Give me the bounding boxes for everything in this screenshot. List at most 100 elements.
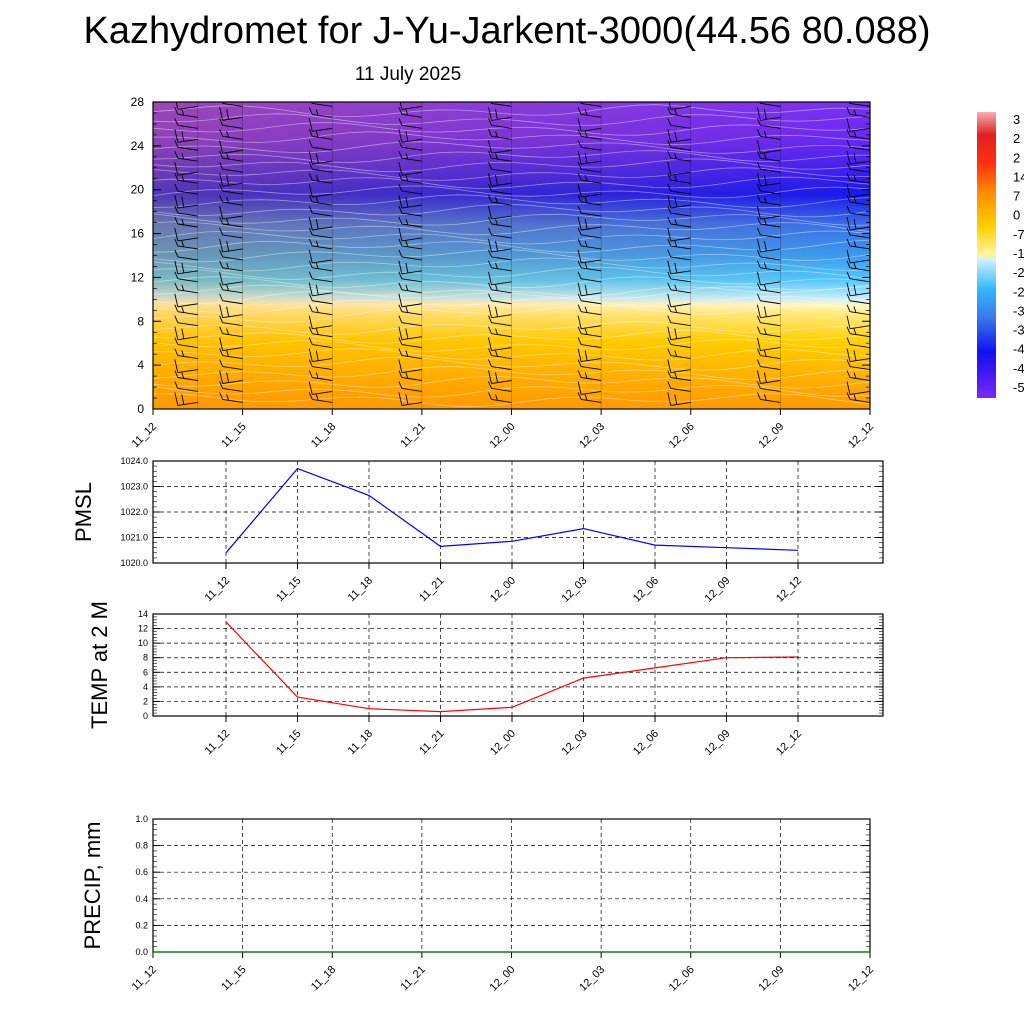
wind-barb-feather (577, 271, 582, 279)
wind-barb-feather (174, 227, 179, 242)
wind-barb-feather (219, 173, 224, 187)
wind-barb-feather (674, 174, 678, 182)
wind-barb-shaft (581, 113, 602, 118)
wind-barb-feather (308, 348, 313, 362)
wind-barb-shaft (401, 270, 422, 275)
wind-barb-feather (577, 183, 582, 198)
wind-barb-shaft (222, 281, 243, 286)
wind-barb-feather (495, 372, 498, 383)
wind-barb-feather (219, 348, 224, 356)
wind-barb-feather (584, 153, 588, 164)
wind-barb-shaft (401, 157, 422, 162)
x-tick-label: 11_21 (398, 421, 428, 451)
wind-barb-shaft (177, 270, 198, 275)
wind-barb-shaft (312, 358, 333, 363)
wind-barb-feather (226, 306, 230, 317)
wind-barb-shaft (760, 366, 781, 370)
wind-barb-shaft (760, 248, 781, 253)
wind-barb-feather (219, 381, 224, 389)
wind-barb-feather (398, 140, 403, 148)
wind-barb-shaft (177, 303, 198, 308)
wind-barb-feather (892, 305, 895, 312)
x-tick-label: 12_12 (846, 421, 876, 451)
wind-barb-shaft (177, 322, 198, 327)
colorbar-label: 0 (1013, 208, 1020, 223)
wind-barb-feather (899, 109, 901, 115)
x-tick-label: 11_18 (309, 421, 339, 451)
wind-barb-shaft (760, 347, 781, 352)
wind-barb-feather (577, 216, 582, 231)
wind-barb-feather (174, 183, 179, 192)
wind-barb-feather (756, 304, 761, 318)
wind-barb-shaft (312, 113, 333, 118)
wind-barb-feather (667, 271, 672, 279)
wind-barb-feather (308, 183, 313, 198)
contour-line (153, 221, 870, 236)
wind-barb-shaft (581, 201, 602, 206)
colorbar-label: 14 (1013, 169, 1024, 184)
wind-barb-shaft (222, 223, 243, 228)
wind-barb-feather (899, 197, 901, 207)
wind-barb-shaft (177, 311, 198, 316)
wind-barb-shaft (581, 267, 602, 272)
wind-barb-feather (846, 370, 851, 378)
y-tick-label: 1020.0 (120, 558, 148, 568)
wind-barb-feather (577, 348, 582, 362)
wind-barb-shaft (312, 292, 333, 297)
wind-barb-feather (892, 250, 895, 257)
wind-barb-feather (853, 394, 857, 401)
wind-barb-feather (488, 293, 492, 301)
wind-barb-shaft (849, 245, 870, 250)
wind-barb-feather (899, 372, 901, 378)
contour-line (153, 384, 870, 398)
wind-barb-shaft (670, 278, 691, 283)
wind-barb-feather (398, 337, 403, 345)
wind-barb-shaft (222, 135, 243, 140)
wind-barb-shaft (581, 212, 602, 217)
wind-barb-shaft (222, 300, 243, 305)
x-tick-label: 12_06 (631, 728, 661, 758)
wind-barb-shaft (312, 168, 333, 173)
contour-line (153, 348, 870, 361)
x-tick-label: 11_12 (130, 964, 160, 994)
wind-barb-feather (892, 272, 895, 279)
wind-barb-shaft (670, 377, 691, 381)
wind-barb-feather (667, 293, 672, 307)
wind-barb-shaft (401, 303, 422, 308)
wind-barb-shaft (849, 146, 870, 151)
wind-barb-shaft (581, 127, 602, 132)
wind-barb-feather (398, 315, 403, 323)
wind-barb-shaft (670, 311, 691, 316)
wind-barb-shaft (895, 106, 915, 109)
wind-barb-feather (488, 348, 492, 356)
wind-barb-shaft (401, 311, 422, 316)
x-tick-label: 11_12 (203, 728, 233, 758)
wind-barb-feather (181, 196, 185, 208)
colorbar-label: 2 (1013, 150, 1020, 165)
wind-barb-shaft (760, 168, 781, 173)
wind-barb-feather (577, 205, 582, 214)
wind-barb-shaft (491, 234, 512, 239)
wind-barb-shaft (312, 391, 333, 395)
wind-barb-shaft (491, 168, 512, 173)
wind-barb-feather (846, 348, 851, 362)
heatmap-shade (153, 102, 870, 409)
wind-barb-shaft (401, 322, 422, 327)
wind-barb-feather (892, 228, 895, 241)
wind-barb-feather (846, 183, 851, 198)
wind-barb-shaft (491, 116, 512, 121)
wind-barb-shaft (670, 171, 691, 176)
wind-barb-shaft (222, 157, 243, 162)
wind-barb-feather (667, 282, 672, 290)
wind-barb-shaft (760, 102, 781, 107)
wind-barb-feather (219, 227, 224, 236)
wind-barb-feather (667, 194, 672, 209)
wind-barb-feather (674, 218, 678, 226)
wind-barb-feather (488, 370, 492, 384)
wind-barb-feather (308, 238, 313, 247)
wind-barb-shaft (491, 157, 512, 162)
wind-barb-feather (174, 381, 179, 389)
wind-barb-shaft (670, 336, 691, 341)
wind-barb-feather (853, 109, 857, 116)
wind-barb-feather (667, 238, 672, 247)
